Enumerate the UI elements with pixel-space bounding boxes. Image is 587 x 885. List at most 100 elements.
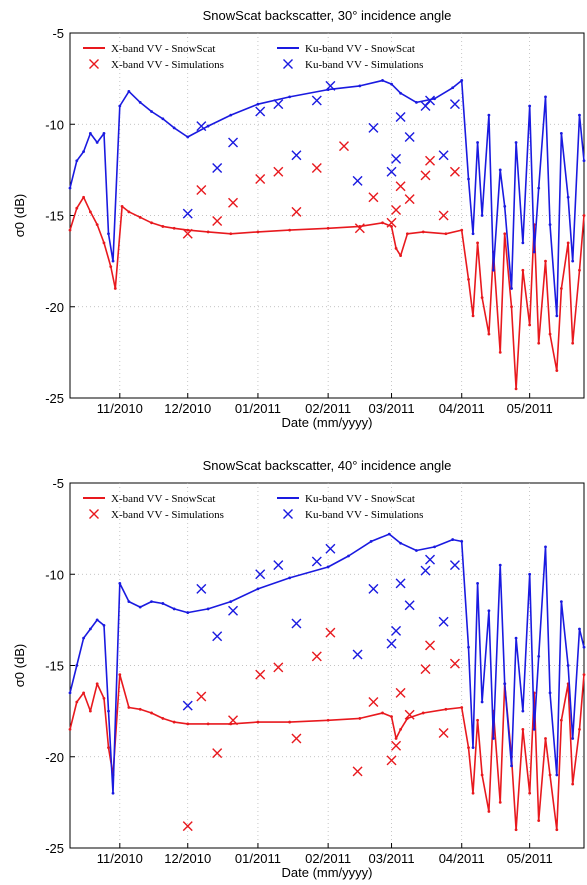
y-tick-label: -15 [45, 659, 64, 674]
data-point [109, 265, 113, 268]
legend-entry: X-band VV - Simulations [89, 59, 224, 71]
data-point [582, 645, 586, 649]
data-point [107, 746, 110, 750]
data-point [480, 296, 484, 300]
data-point [438, 728, 449, 739]
x-axis-label: Date (mm/yyyy) [282, 415, 373, 430]
data-point [390, 82, 393, 86]
data-point [368, 122, 379, 133]
data-point [471, 791, 475, 795]
data-point [425, 155, 436, 166]
legend-entry: Ku-band VV - SnowScat [277, 493, 415, 505]
data-point [395, 181, 406, 192]
data-point [186, 228, 190, 232]
data-point [229, 232, 233, 236]
data-point [487, 609, 491, 613]
data-point [537, 341, 541, 345]
data-point [138, 605, 142, 609]
chart-2: -5 -10 -15 -20 -25 11/2010 12/2010 01/2011 02/20… [12, 458, 586, 880]
data-point [273, 99, 284, 110]
legend-swatch-marker [89, 59, 99, 69]
data-point [358, 717, 362, 720]
data-point [404, 709, 415, 720]
data-point [352, 649, 363, 660]
data-point [120, 204, 124, 208]
data-point [228, 197, 239, 208]
y-tick-label: -10 [45, 567, 64, 582]
data-point [228, 715, 239, 726]
data-point [68, 691, 72, 695]
data-point [118, 673, 122, 677]
data-point [548, 691, 552, 695]
data-point [559, 600, 563, 604]
data-point [467, 645, 470, 649]
data-point [354, 223, 365, 234]
data-point [381, 711, 384, 715]
data-point [381, 79, 384, 82]
data-point [421, 711, 425, 715]
data-point [273, 662, 284, 673]
data-point [391, 625, 402, 636]
data-point [127, 706, 131, 709]
data-point [399, 541, 402, 545]
data-point [433, 545, 436, 549]
chart-title: SnowScat backscatter, 30° incidence angl… [203, 8, 452, 23]
data-point [229, 600, 233, 604]
data-point [75, 700, 79, 704]
data-point [95, 223, 99, 227]
data-point [82, 636, 85, 640]
legend-entry: Ku-band VV - Simulations [283, 509, 423, 521]
x-tick-label: 02/2011 [305, 851, 351, 866]
data-point [399, 254, 402, 258]
x-tick-label: 11/2010 [97, 401, 143, 416]
x-axis-label: Date (mm/yyyy) [282, 865, 373, 880]
data-point [256, 587, 260, 591]
series-1 [68, 195, 586, 391]
y-axis-label: σ0 (dB) [12, 194, 27, 237]
data-point [228, 137, 239, 148]
y-tick-label: -10 [45, 117, 64, 132]
data-point [182, 700, 193, 711]
data-point [421, 230, 425, 234]
data-point [311, 95, 322, 106]
data-point [150, 711, 153, 715]
data-point [498, 168, 502, 172]
data-point [182, 208, 193, 219]
data-point [544, 545, 547, 549]
data-point [82, 195, 85, 199]
data-point [521, 727, 525, 731]
data-point [510, 764, 513, 768]
legend-label: Ku-band VV - SnowScat [305, 493, 415, 505]
data-point [492, 737, 495, 740]
data-point [325, 627, 336, 638]
data-point [467, 277, 470, 281]
data-point [82, 691, 85, 695]
data-point [480, 773, 484, 777]
data-point [528, 572, 532, 576]
data-point [325, 543, 336, 554]
data-point [288, 576, 292, 580]
data-point [566, 195, 570, 199]
legend-label: X-band VV - SnowScat [111, 493, 215, 505]
data-point [498, 350, 502, 354]
data-point [559, 131, 563, 135]
data-point [161, 602, 165, 605]
y-tick-label: -5 [52, 476, 64, 491]
data-point [111, 259, 115, 263]
data-point [256, 720, 260, 724]
data-point [196, 691, 207, 702]
x-tick-label: 12/2010 [164, 401, 211, 416]
data-point [451, 538, 455, 541]
data-point [95, 682, 99, 686]
data-point [186, 135, 190, 139]
data-point [102, 696, 106, 700]
data-point [404, 600, 415, 611]
data-point [390, 225, 393, 228]
data-point [358, 84, 362, 88]
data-point [113, 287, 117, 290]
data-point [172, 126, 176, 130]
x-tick-label: 04/2011 [439, 851, 485, 866]
legend-entry: Ku-band VV - SnowScat [277, 43, 415, 55]
data-point [438, 210, 449, 221]
